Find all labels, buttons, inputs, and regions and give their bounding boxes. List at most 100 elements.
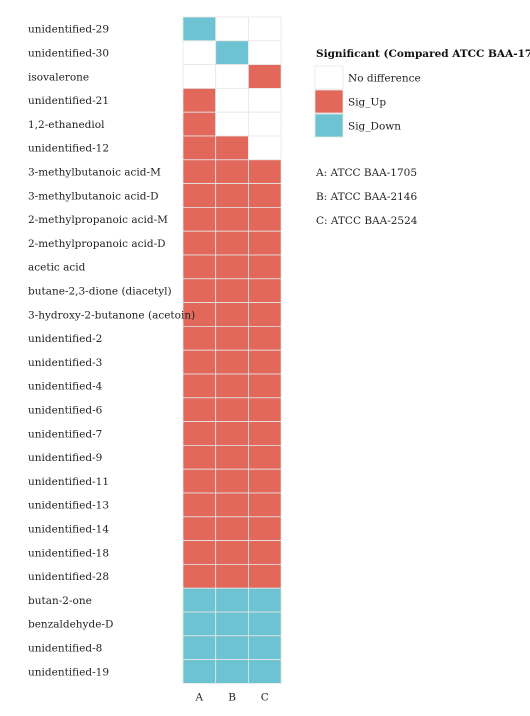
row-label-unidentified-29: unidentified-29	[28, 24, 109, 36]
heatmap-cell-isovalerone-a	[182, 64, 217, 89]
row-label-unidentified-6: unidentified-6	[28, 405, 103, 417]
heatmap-cell-unidentified-21-b	[215, 88, 249, 113]
row-label-butane-2-3-dione-diacetyl: butane-2,3-dione (diacetyl)	[28, 286, 172, 298]
legend-label-sig-down: Sig_Down	[348, 120, 401, 132]
legend-swatch-sig-down	[314, 113, 344, 138]
row-label-unidentified-28: unidentified-28	[28, 571, 109, 583]
heatmap-cell-unidentified-14-c	[247, 516, 282, 541]
heatmap-cell-unidentified-29-a	[182, 16, 217, 42]
heatmap-cell-unidentified-3-a	[182, 349, 217, 375]
heatmap-cell-butan-2-one-c	[247, 587, 282, 613]
row-label-2-methylpropanoic-acid-m: 2-methylpropanoic acid-M	[28, 214, 168, 226]
row-label-unidentified-11: unidentified-11	[28, 476, 109, 488]
heatmap-cell-unidentified-3-b	[215, 349, 249, 375]
heatmap-cell-2-methylpropanoic-acid-d-b	[215, 230, 249, 256]
heatmap-cell-butane-2-3-dione-diacetyl-a	[182, 278, 217, 303]
heatmap-cell-unidentified-3-c	[247, 349, 282, 375]
heatmap-cell-2-methylpropanoic-acid-m-a	[182, 206, 217, 232]
heatmap-cell-acetic-acid-a	[182, 254, 217, 280]
heatmap-cell-unidentified-2-c	[247, 325, 282, 351]
heatmap-cell-unidentified-30-a	[182, 40, 217, 65]
row-label-1-2-ethanediol: 1,2-ethanediol	[28, 119, 105, 131]
row-label-unidentified-2: unidentified-2	[28, 333, 102, 345]
heatmap-cell-unidentified-7-a	[182, 421, 217, 446]
heatmap-cell-unidentified-2-b	[215, 325, 249, 351]
heatmap-cell-unidentified-28-b	[215, 564, 249, 589]
heatmap-cell-unidentified-30-b	[215, 40, 249, 65]
heatmap-cell-unidentified-21-c	[247, 88, 282, 113]
legend-label-no-difference: No difference	[348, 72, 421, 84]
column-key-2: B: ATCC BAA-2146	[316, 191, 417, 203]
heatmap-cell-unidentified-8-a	[182, 635, 217, 660]
heatmap-cell-3-methylbutanoic-acid-d-a	[182, 183, 217, 208]
legend-swatch-no-difference	[314, 65, 344, 90]
heatmap-cell-unidentified-13-b	[215, 492, 249, 518]
heatmap-cell-unidentified-18-c	[247, 540, 282, 565]
row-label-unidentified-18: unidentified-18	[28, 547, 109, 559]
heatmap-cell-2-methylpropanoic-acid-d-a	[182, 230, 217, 256]
heatmap-cell-unidentified-11-b	[215, 468, 249, 494]
heatmap-cell-unidentified-12-b	[215, 135, 249, 161]
heatmap-cell-3-methylbutanoic-acid-m-a	[182, 159, 217, 185]
heatmap-cell-unidentified-2-a	[182, 325, 217, 351]
heatmap-cell-3-hydroxy-2-butanone-acetoin-b	[215, 302, 249, 327]
heatmap-cell-unidentified-4-b	[215, 373, 249, 399]
row-label-unidentified-30: unidentified-30	[28, 48, 109, 60]
heatmap-cell-unidentified-30-c	[247, 40, 282, 65]
row-labels: unidentified-29 unidentified-30 isovaleron…	[28, 24, 195, 679]
heatmap-cell-unidentified-18-b	[215, 540, 249, 565]
row-label-unidentified-21: unidentified-21	[28, 95, 109, 107]
row-label-acetic-acid: acetic acid	[28, 262, 86, 274]
heatmap-cell-unidentified-6-b	[215, 397, 249, 422]
column-key: A: ATCC BAA-1705 B: ATCC BAA-2146 C: ATCC …	[315, 167, 418, 227]
heatmap-cell-unidentified-7-c	[247, 421, 282, 446]
heatmap-cell-unidentified-21-a	[182, 88, 217, 113]
heatmap-cell-2-methylpropanoic-acid-d-c	[247, 230, 282, 256]
row-label-unidentified-12: unidentified-12	[28, 143, 109, 155]
heatmap-cells	[182, 16, 282, 684]
heatmap-cell-unidentified-19-a	[182, 659, 217, 684]
legend-label-sig-up: Sig_Up	[348, 96, 386, 108]
row-label-2-methylpropanoic-acid-d: 2-methylpropanoic acid-D	[28, 238, 166, 250]
heatmap-cell-unidentified-12-a	[182, 135, 217, 161]
heatmap-cell-1-2-ethanediol-a	[182, 111, 217, 137]
heatmap-cell-benzaldehyde-d-b	[215, 611, 249, 637]
heatmap-cell-3-methylbutanoic-acid-m-b	[215, 159, 249, 185]
column-label-b: B	[228, 691, 236, 703]
heatmap-cell-unidentified-6-a	[182, 397, 217, 422]
heatmap-cell-unidentified-14-b	[215, 516, 249, 541]
heatmap-cell-benzaldehyde-d-a	[182, 611, 217, 637]
heatmap-cell-butane-2-3-dione-diacetyl-b	[215, 278, 249, 303]
row-label-unidentified-13: unidentified-13	[28, 500, 109, 512]
legend-items: No difference Sig_Up Sig_Down	[314, 65, 421, 138]
heatmap-cell-unidentified-13-c	[247, 492, 282, 518]
heatmap-cell-unidentified-7-b	[215, 421, 249, 446]
heatmap-cell-unidentified-29-b	[215, 16, 249, 42]
heatmap-cell-unidentified-6-c	[247, 397, 282, 422]
heatmap-cell-1-2-ethanediol-b	[215, 111, 249, 137]
heatmap-cell-unidentified-14-a	[182, 516, 217, 541]
heatmap-cell-unidentified-8-b	[215, 635, 249, 660]
heatmap-cell-3-hydroxy-2-butanone-acetoin-c	[247, 302, 282, 327]
row-label-benzaldehyde-d: benzaldehyde-D	[28, 619, 113, 631]
heatmap-cell-butan-2-one-b	[215, 587, 249, 613]
heatmap-cell-3-methylbutanoic-acid-d-c	[247, 183, 282, 208]
heatmap-cell-unidentified-19-c	[247, 659, 282, 684]
heatmap-cell-unidentified-8-c	[247, 635, 282, 660]
column-key-3: C: ATCC BAA-2524	[316, 215, 418, 227]
legend-title: Significant (Compared ATCC BAA-1706)	[316, 48, 530, 60]
row-label-isovalerone: isovalerone	[28, 71, 89, 83]
row-label-unidentified-14: unidentified-14	[28, 524, 109, 536]
heatmap-cell-unidentified-28-a	[182, 564, 217, 589]
heatmap-cell-3-methylbutanoic-acid-m-c	[247, 159, 282, 185]
heatmap-cell-unidentified-13-a	[182, 492, 217, 518]
column-labels: A B C	[195, 691, 269, 703]
heatmap-cell-unidentified-4-c	[247, 373, 282, 399]
row-label-unidentified-4: unidentified-4	[28, 381, 103, 393]
heatmap-cell-unidentified-4-a	[182, 373, 217, 399]
row-label-3-hydroxy-2-butanone-acetoin: 3-hydroxy-2-butanone (acetoin)	[28, 309, 195, 321]
heatmap-cell-unidentified-9-c	[247, 444, 282, 470]
heatmap-cell-unidentified-11-c	[247, 468, 282, 494]
heatmap-cell-benzaldehyde-d-c	[247, 611, 282, 637]
